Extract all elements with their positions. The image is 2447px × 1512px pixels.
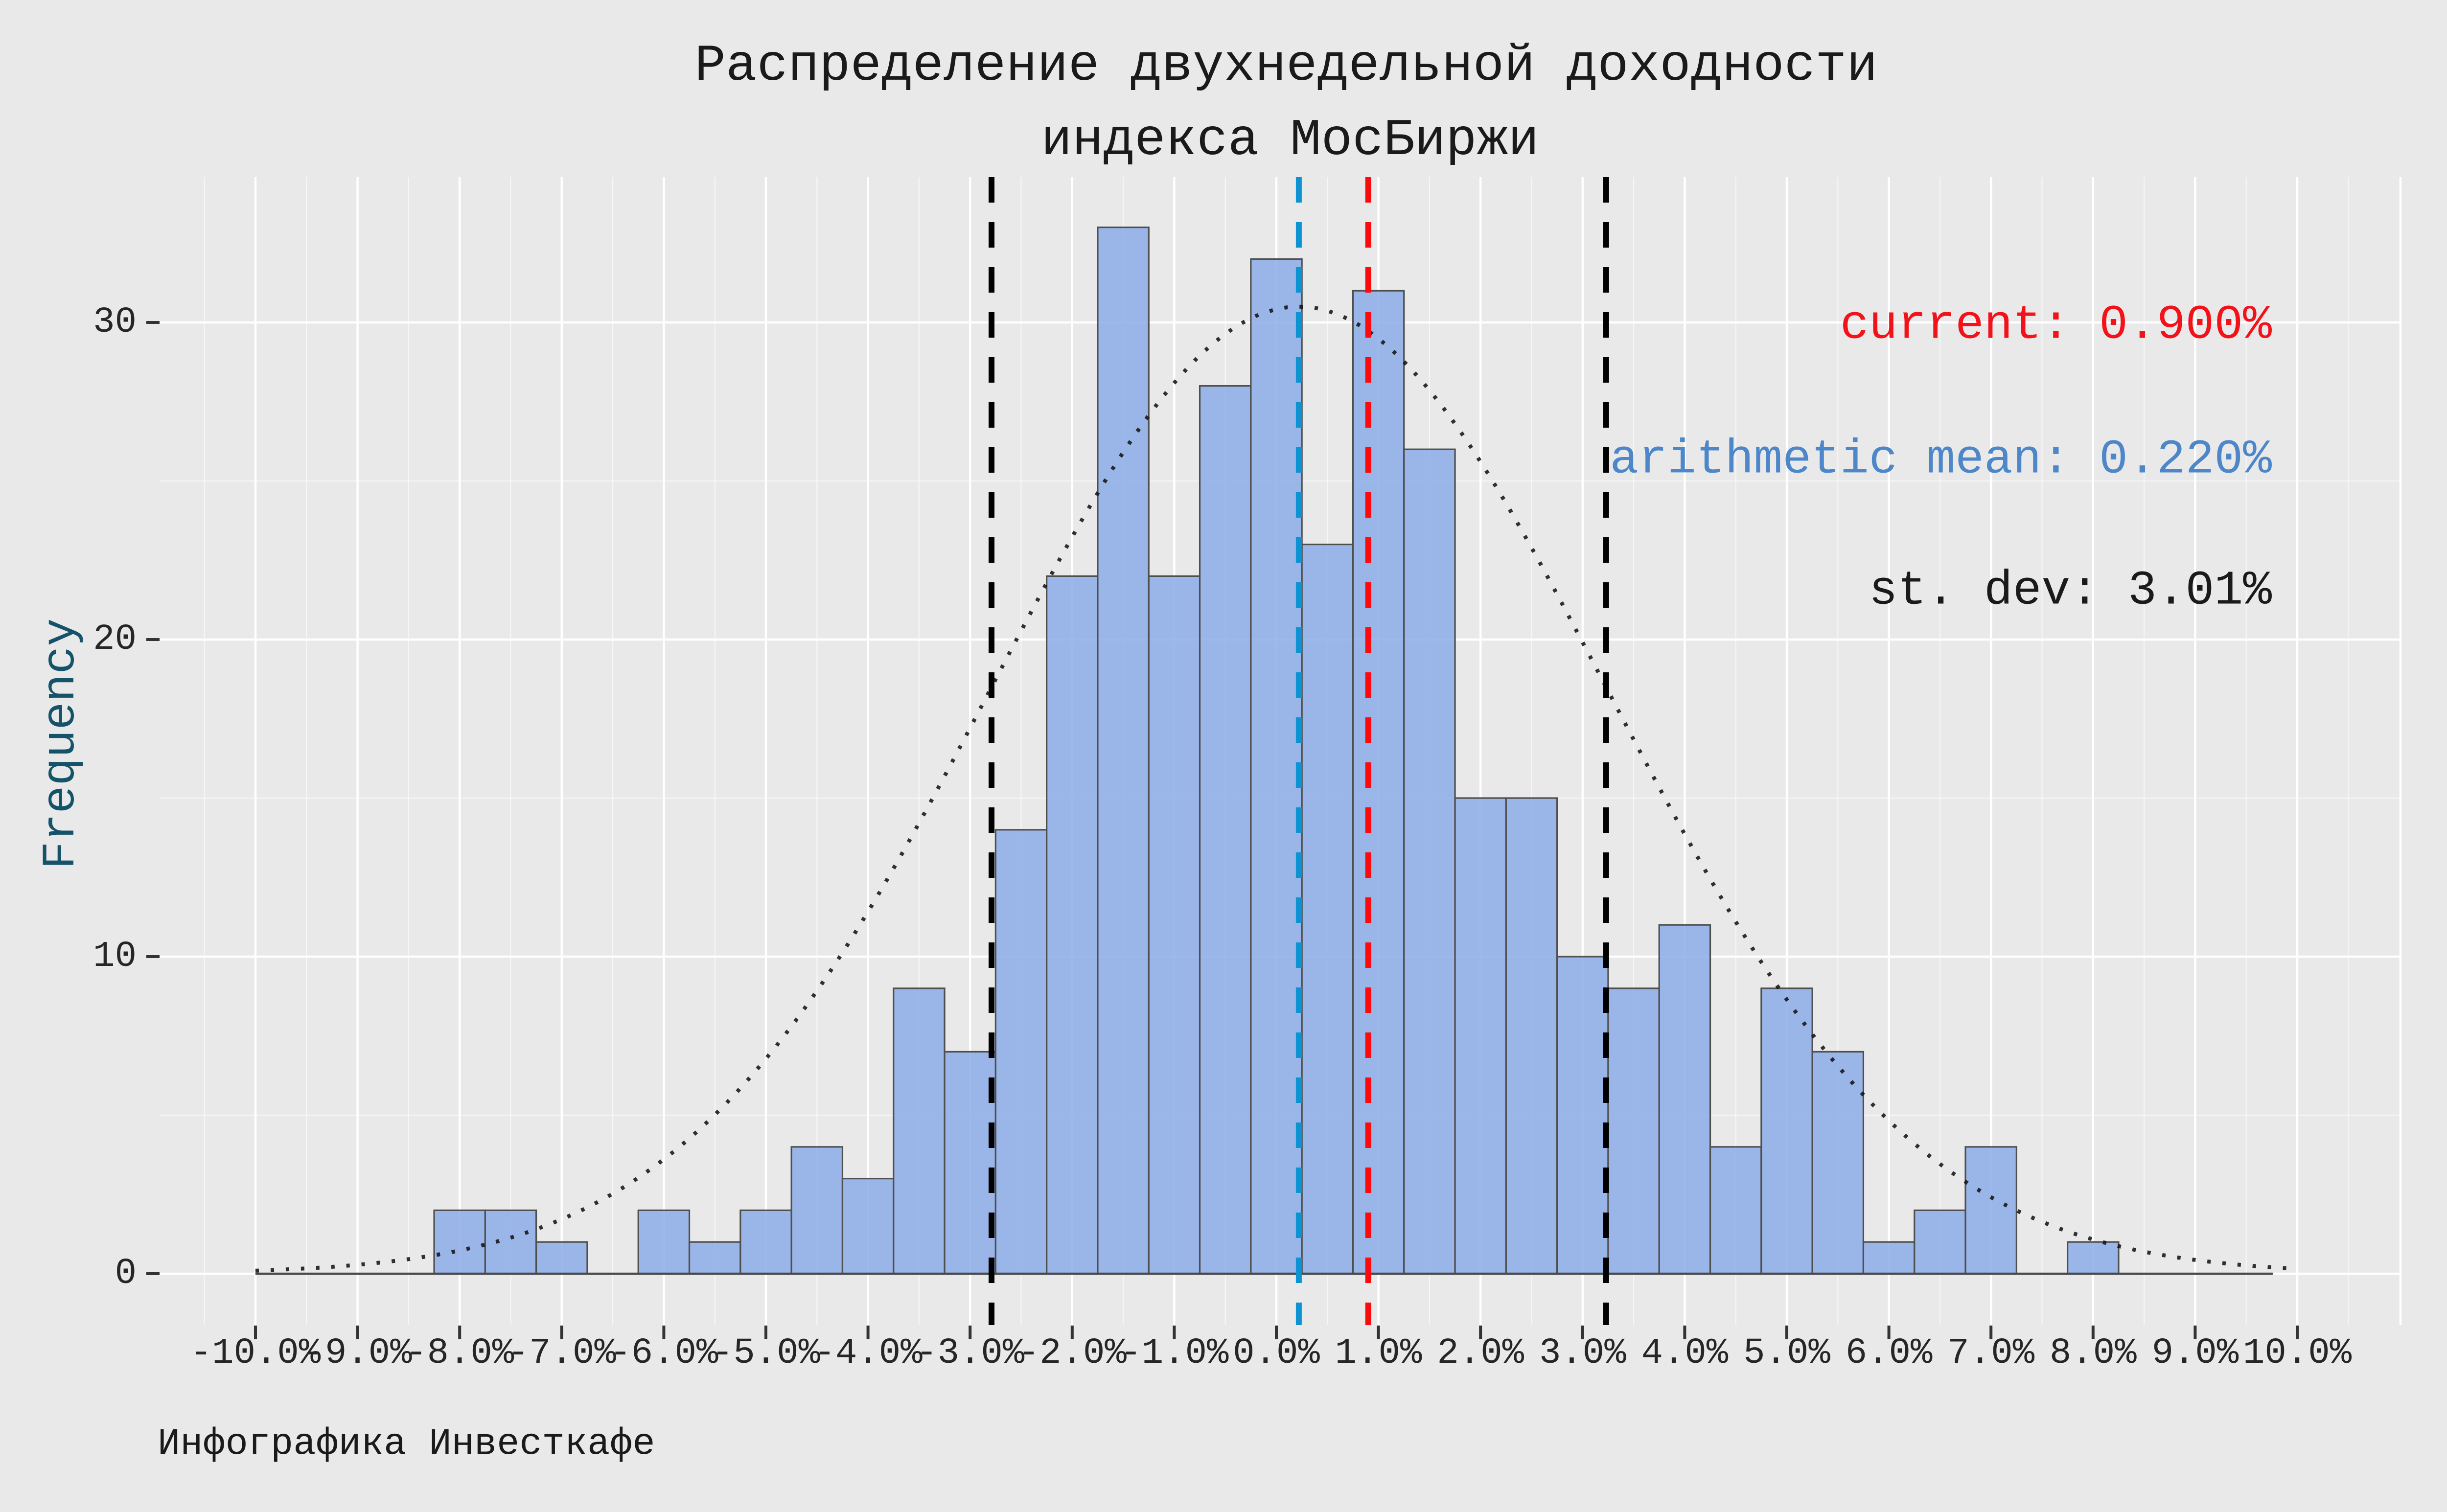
x-tick-label: -10.0% <box>190 1333 321 1374</box>
histogram-bar <box>2067 1241 2120 1275</box>
histogram-bar <box>1811 1051 1865 1275</box>
chart-title-line1: Распределение двухнедельной доходности <box>694 37 1877 95</box>
x-tick-label: -3.0% <box>916 1333 1025 1374</box>
x-tick-label: -6.0% <box>609 1333 718 1374</box>
y-tick-label: 0 <box>115 1253 137 1294</box>
histogram-bar <box>994 829 1048 1275</box>
y-tick-label: 10 <box>93 936 137 977</box>
x-tick-label: 10.0% <box>2243 1333 2352 1374</box>
x-tick-label: 8.0% <box>2050 1333 2137 1374</box>
histogram-bar <box>1046 575 1099 1275</box>
histogram-bars <box>433 227 2120 1275</box>
histogram-bar <box>1505 797 1558 1275</box>
annotation-arithmetic-mean: arithmetic mean: 0.220% <box>1610 433 2272 487</box>
x-tick-label: 7.0% <box>1947 1333 2034 1374</box>
histogram-bar <box>1556 956 1609 1275</box>
histogram-bar <box>1658 924 1711 1275</box>
x-tick-label: 4.0% <box>1641 1333 1729 1374</box>
histogram-bar <box>790 1146 844 1275</box>
reference-lines <box>989 177 1609 1325</box>
histogram-bar <box>841 1178 895 1275</box>
x-tick-label: 6.0% <box>1846 1333 1933 1374</box>
x-tick-label: -1.0% <box>1120 1333 1229 1374</box>
histogram-bar <box>1607 987 1660 1275</box>
x-tick-label: 1.0% <box>1335 1333 1422 1374</box>
histogram-bar <box>1352 290 1405 1275</box>
x-tick-label: -2.0% <box>1018 1333 1127 1374</box>
histogram-bar <box>1250 258 1303 1275</box>
normal-curve <box>255 304 2298 1273</box>
x-tick-label: -7.0% <box>508 1333 617 1374</box>
histogram-bar <box>1760 987 1813 1275</box>
histogram-bar <box>739 1209 792 1275</box>
histogram-bar <box>1097 227 1150 1275</box>
histogram-bar <box>1403 448 1456 1275</box>
histogram-bar <box>484 1209 537 1275</box>
y-axis-title: Frequency <box>35 618 88 869</box>
histogram-bar <box>688 1241 741 1275</box>
x-tick-label: 3.0% <box>1539 1333 1626 1374</box>
x-tick-label: -9.0% <box>303 1333 413 1374</box>
chart-title-line2: индекса МосБиржи <box>1041 111 1539 170</box>
annotation-st-dev: st. dev: 3.01% <box>1869 564 2272 619</box>
caption: Инфографика Инвесткафе <box>158 1423 655 1466</box>
y-tick-label: 30 <box>93 302 137 343</box>
histogram-bar <box>1914 1209 1966 1275</box>
histogram-bar <box>1301 543 1354 1275</box>
x-tick-label: 5.0% <box>1743 1333 1830 1374</box>
histogram-bar <box>1148 575 1201 1275</box>
histogram-bar <box>433 1209 486 1275</box>
histogram-bar <box>535 1241 588 1275</box>
histogram-bar <box>1454 797 1507 1275</box>
x-tick-label: 9.0% <box>2152 1333 2239 1374</box>
histogram-bar <box>893 987 946 1275</box>
histogram-bar <box>1964 1146 2017 1275</box>
annotation-current: current: 0.900% <box>1840 298 2272 353</box>
histogram-bar <box>637 1209 691 1275</box>
axis-ticks-and-labels: -10.0%-9.0%-8.0%-7.0%-6.0%-5.0%-4.0%-3.0… <box>93 302 2352 1374</box>
histogram-bar <box>944 1051 996 1275</box>
histogram-bar <box>1199 385 1252 1275</box>
histogram-bar <box>1862 1241 1916 1275</box>
x-tick-label: -5.0% <box>712 1333 821 1374</box>
y-tick-label: 20 <box>93 619 137 660</box>
x-tick-label: 0.0% <box>1233 1333 1320 1374</box>
histogram-bar <box>1709 1146 1762 1275</box>
x-tick-label: -4.0% <box>814 1333 923 1374</box>
x-tick-label: -8.0% <box>405 1333 514 1374</box>
x-tick-label: 2.0% <box>1437 1333 1524 1374</box>
